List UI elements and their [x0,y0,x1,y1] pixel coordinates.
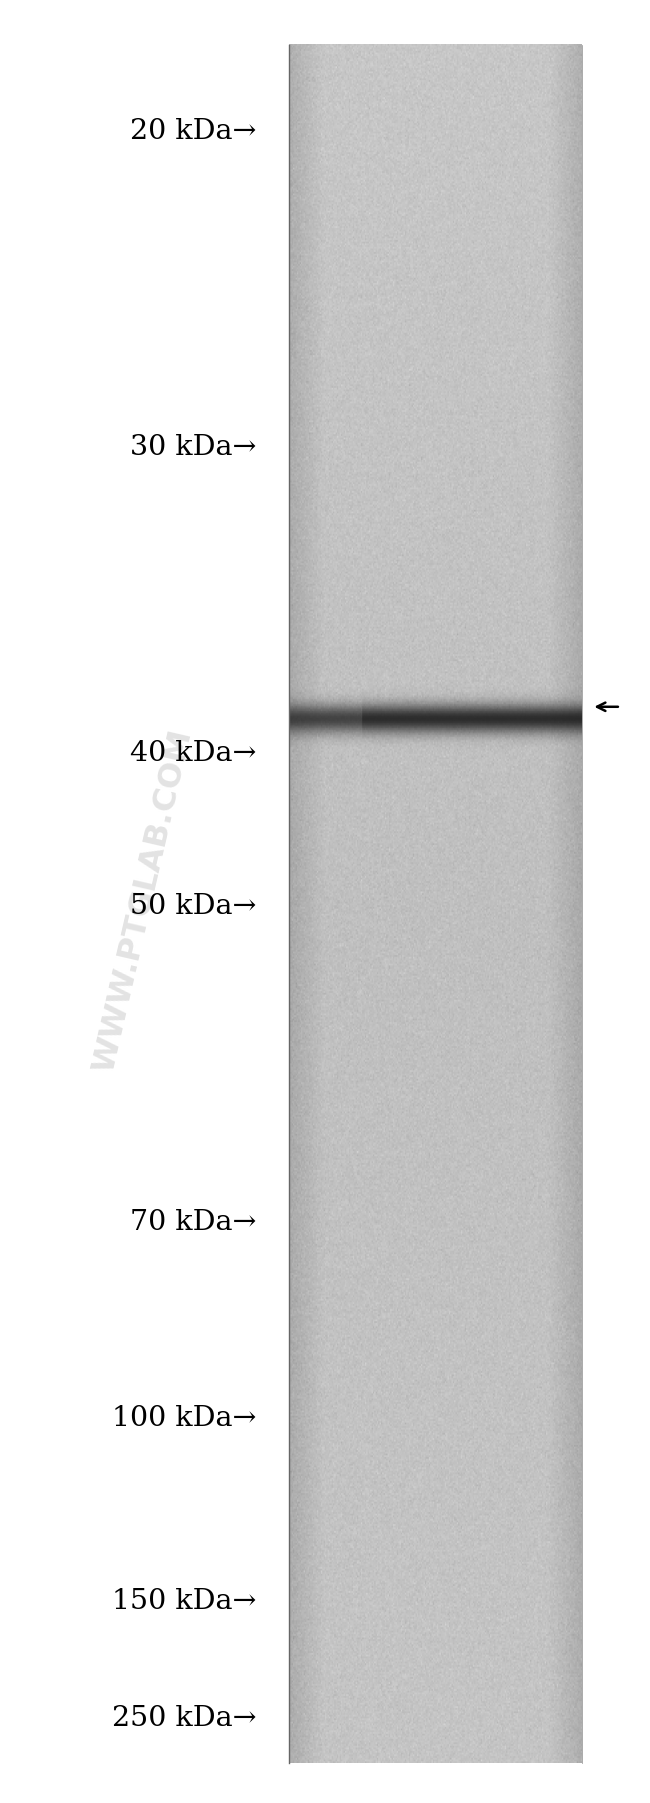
Text: 70 kDa→: 70 kDa→ [131,1210,257,1235]
Text: 50 kDa→: 50 kDa→ [131,894,257,920]
Text: 100 kDa→: 100 kDa→ [112,1406,257,1432]
Text: WWW.PTGLAB.COM: WWW.PTGLAB.COM [88,727,198,1076]
Text: 150 kDa→: 150 kDa→ [112,1588,257,1614]
Text: 250 kDa→: 250 kDa→ [112,1706,257,1731]
Text: 30 kDa→: 30 kDa→ [131,435,257,460]
Text: 40 kDa→: 40 kDa→ [131,741,257,766]
Text: 20 kDa→: 20 kDa→ [131,119,257,144]
